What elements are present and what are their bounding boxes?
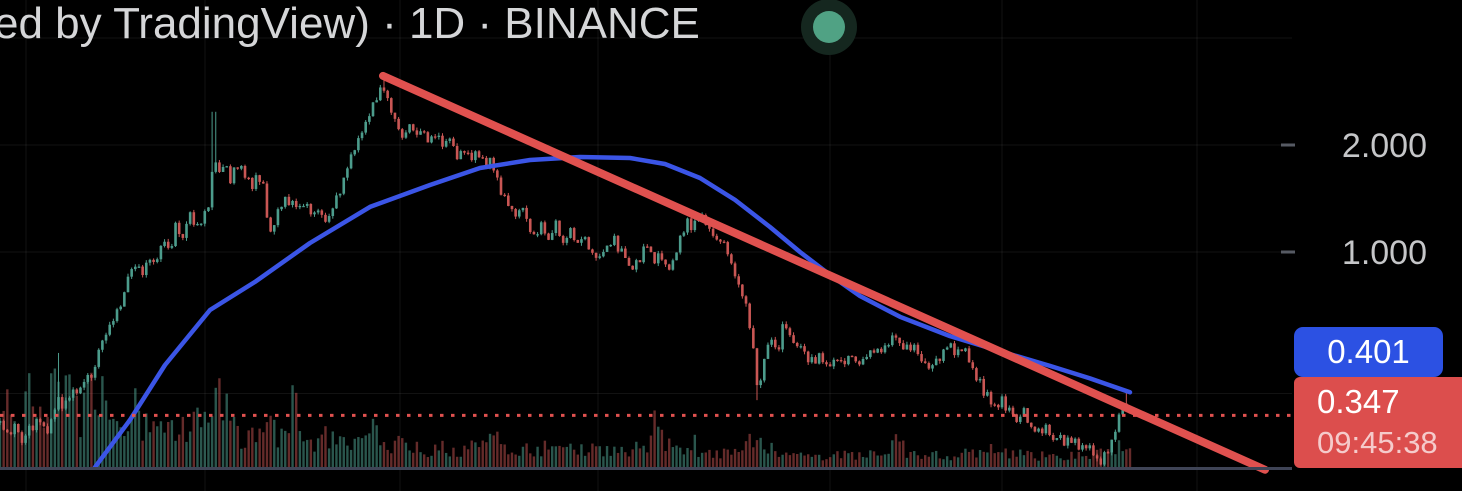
trendline[interactable]: [379, 71, 1269, 474]
countdown-timer: 09:45:38: [1317, 425, 1438, 460]
chart-legend-title[interactable]: ed by TradingView) · 1D · BINANCE: [0, 0, 700, 48]
price-tick-2000: 2.000: [1341, 127, 1427, 165]
price-tick-1000: 1.000: [1341, 234, 1427, 272]
last-price-value: 0.347: [1317, 383, 1400, 420]
volume-bars: [0, 368, 1132, 467]
ma-line: [92, 154, 1133, 470]
last-price-label: 0.347 09:45:38: [1294, 377, 1462, 468]
ma-price-label: 0.401: [1294, 327, 1443, 377]
connection-status-icon[interactable]: [801, 0, 857, 55]
candles: [0, 75, 1132, 466]
connection-status-dot: [813, 11, 845, 43]
ma-price-value: 0.401: [1327, 333, 1410, 370]
